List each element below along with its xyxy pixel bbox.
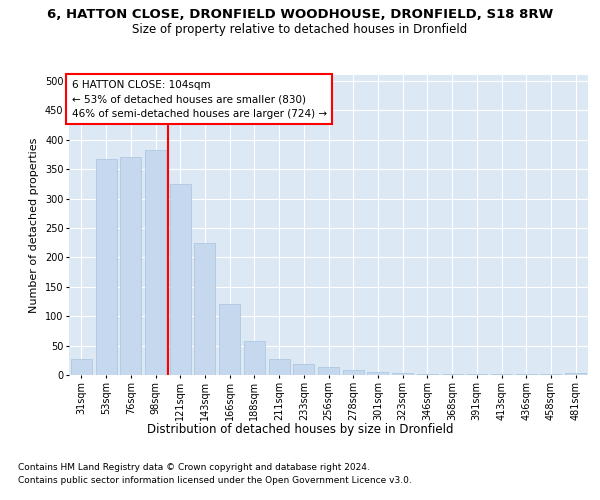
Bar (71, 359, 92, 375)
Bar (293, 364, 314, 375)
Text: 6 HATTON CLOSE: 104sqm
← 53% of detached houses are smaller (830)
46% of semi-de: 6 HATTON CLOSE: 104sqm ← 53% of detached… (71, 80, 327, 119)
Bar (269, 359, 290, 375)
Bar (417, 374, 438, 375)
Bar (565, 373, 586, 375)
Bar (95, 159, 116, 375)
Text: Size of property relative to detached houses in Dronfield: Size of property relative to detached ho… (133, 22, 467, 36)
Bar (318, 367, 339, 375)
Text: Contains public sector information licensed under the Open Government Licence v3: Contains public sector information licen… (18, 476, 412, 485)
Bar (170, 184, 191, 375)
Bar (442, 374, 463, 375)
Bar (392, 373, 413, 375)
Text: Contains HM Land Registry data © Crown copyright and database right 2024.: Contains HM Land Registry data © Crown c… (18, 462, 370, 471)
Y-axis label: Number of detached properties: Number of detached properties (29, 138, 39, 312)
Bar (145, 150, 166, 375)
Text: Distribution of detached houses by size in Dronfield: Distribution of detached houses by size … (147, 422, 453, 436)
Bar (516, 374, 537, 375)
Bar (219, 304, 240, 375)
Bar (367, 372, 388, 375)
Bar (244, 342, 265, 375)
Text: 6, HATTON CLOSE, DRONFIELD WOODHOUSE, DRONFIELD, S18 8RW: 6, HATTON CLOSE, DRONFIELD WOODHOUSE, DR… (47, 8, 553, 20)
Bar (466, 374, 487, 375)
Bar (541, 374, 562, 375)
Bar (343, 370, 364, 375)
Bar (120, 158, 141, 375)
Bar (491, 374, 512, 375)
Bar (194, 242, 215, 375)
